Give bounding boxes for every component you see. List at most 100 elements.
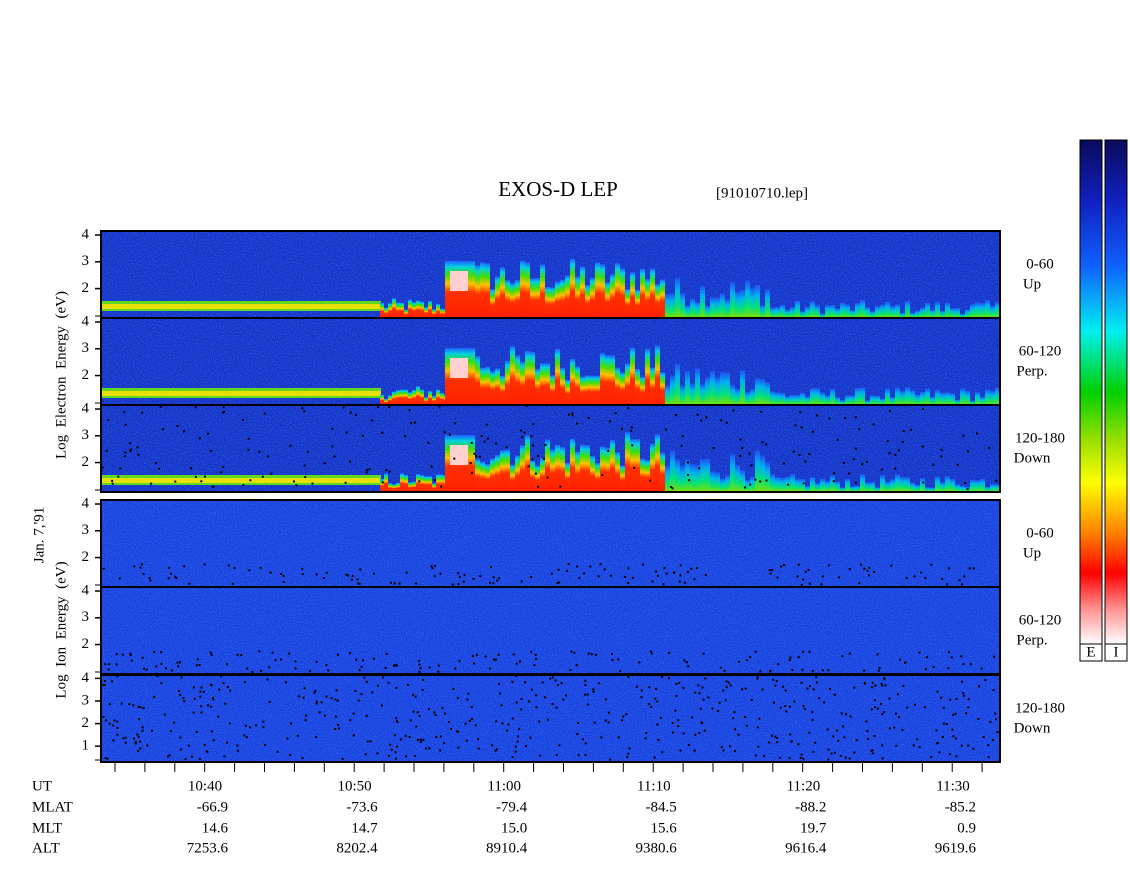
- speckle: [512, 653, 515, 656]
- speckle: [430, 565, 433, 568]
- weak: [920, 307, 925, 318]
- speckle: [566, 569, 569, 572]
- coordinate-value: 19.7: [800, 820, 827, 836]
- speckle: [635, 685, 638, 688]
- weak: [695, 302, 700, 318]
- coordinate-value: 9619.6: [935, 840, 977, 856]
- burst: [475, 459, 480, 492]
- weak: [860, 474, 865, 492]
- speckle: [450, 728, 453, 731]
- speckle: [395, 686, 398, 689]
- speckle: [798, 454, 801, 457]
- burst: [384, 473, 388, 492]
- speckle: [133, 737, 136, 740]
- speckle: [483, 440, 486, 443]
- burst: [404, 389, 408, 405]
- y-tick-label: 2: [82, 367, 90, 383]
- burst: [424, 307, 428, 318]
- weak: [950, 308, 955, 318]
- burst: [475, 356, 480, 405]
- speckle: [955, 697, 958, 700]
- weak: [970, 304, 975, 318]
- weak: [790, 307, 795, 318]
- speckle: [584, 683, 587, 686]
- weak: [685, 371, 690, 405]
- weak: [765, 382, 770, 405]
- speckle: [313, 691, 316, 694]
- weak: [770, 391, 775, 405]
- speckle: [754, 478, 757, 481]
- speckle: [149, 579, 152, 582]
- speckle: [587, 652, 590, 655]
- speckle: [901, 729, 904, 732]
- speckle: [617, 736, 620, 739]
- speckle: [387, 681, 390, 684]
- speckle: [341, 757, 344, 760]
- speckle: [195, 664, 198, 667]
- weak: [680, 385, 685, 405]
- speckle: [351, 578, 354, 581]
- speckle: [584, 753, 587, 756]
- speckle: [651, 580, 654, 583]
- speckle: [725, 680, 728, 683]
- weak: [980, 478, 985, 492]
- weak: [740, 289, 745, 318]
- speckle: [320, 701, 323, 704]
- speckle: [940, 696, 943, 699]
- burst: [540, 264, 545, 318]
- speckle: [546, 476, 549, 479]
- burst: [595, 462, 600, 492]
- weak: [770, 474, 775, 492]
- weak: [875, 487, 880, 492]
- ut-label: 10:50: [338, 778, 372, 794]
- speckle: [525, 405, 528, 408]
- speckle: [176, 425, 179, 428]
- speckle: [743, 486, 746, 489]
- speckle: [521, 436, 524, 439]
- panel-label: 60-120: [1019, 343, 1062, 359]
- speckle: [506, 729, 509, 732]
- y-tick-label: 4: [82, 400, 90, 416]
- burst: [380, 478, 384, 492]
- weak: [725, 475, 730, 492]
- weak: [725, 299, 730, 318]
- burst: [412, 302, 416, 318]
- speckle: [434, 713, 437, 716]
- colorbar-label: E: [1086, 644, 1095, 660]
- speckle: [593, 721, 596, 724]
- speckle: [315, 660, 318, 663]
- speckle: [419, 738, 422, 741]
- file-name: [91010710.lep]: [716, 185, 808, 201]
- speckle: [120, 702, 123, 705]
- speckle: [808, 453, 811, 456]
- speckle: [555, 706, 558, 709]
- speckle: [832, 735, 835, 738]
- speckle: [104, 663, 107, 666]
- speckle: [952, 735, 955, 738]
- speckle: [301, 757, 304, 760]
- speckle: [845, 713, 848, 716]
- speckle: [210, 653, 213, 656]
- speckle: [134, 742, 137, 745]
- speckle: [418, 715, 421, 718]
- burst: [565, 462, 570, 492]
- speckle: [160, 651, 163, 654]
- speckle: [626, 756, 629, 759]
- speckle: [617, 658, 620, 661]
- speckle: [801, 668, 804, 671]
- weak: [715, 377, 720, 405]
- speckle: [942, 706, 945, 709]
- speckle: [668, 651, 671, 654]
- speckle: [804, 570, 807, 573]
- speckle: [192, 711, 195, 714]
- burst: [590, 277, 595, 318]
- burst: [412, 481, 416, 492]
- speckle: [744, 716, 747, 719]
- speckle: [595, 653, 598, 656]
- speckle: [702, 698, 705, 701]
- speckle: [804, 460, 807, 463]
- speckle: [987, 756, 990, 759]
- burst: [520, 361, 525, 405]
- speckle: [333, 455, 336, 458]
- weak: [840, 487, 845, 492]
